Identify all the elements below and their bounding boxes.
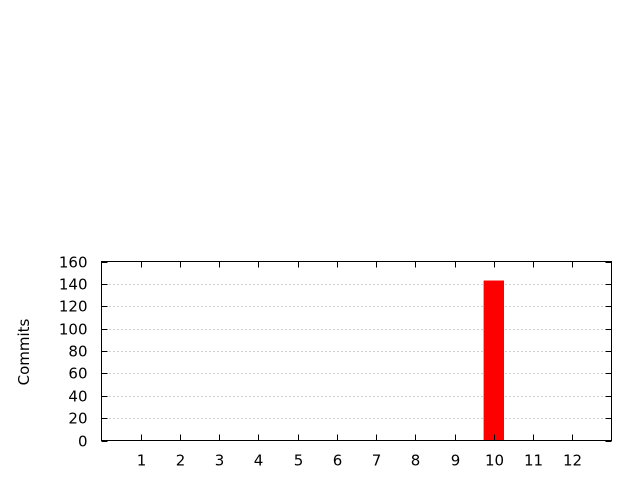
y-tick-label: 140: [59, 276, 88, 294]
y-tick-label: 160: [59, 254, 88, 272]
x-tick-label: 1: [137, 452, 147, 470]
x-tick-label: 3: [215, 452, 225, 470]
x-tick-label: 12: [563, 452, 582, 470]
plot-frame: [101, 261, 612, 441]
x-tick-label: 11: [524, 452, 543, 470]
x-tick-label: 5: [294, 452, 304, 470]
x-tick-label: 8: [411, 452, 421, 470]
y-tick-label: 100: [59, 321, 88, 339]
y-axis-label: Commits: [15, 318, 33, 385]
x-tick-label: 10: [485, 452, 504, 470]
axis-ticks: [101, 261, 612, 442]
y-tick-label: 0: [78, 433, 88, 451]
x-tick-label: 2: [176, 452, 186, 470]
grid-lines: [101, 284, 612, 419]
x-tick-label: 9: [451, 452, 461, 470]
y-tick-label: 60: [68, 365, 87, 383]
x-tick-label: 4: [254, 452, 264, 470]
y-tick-label: 120: [59, 298, 88, 316]
y-tick-label: 80: [68, 343, 87, 361]
x-tick-label: 7: [372, 452, 382, 470]
x-tick-labels: 1 2 3 4 5 6 7 8 9 10 11 12: [137, 452, 582, 470]
y-tick-label: 20: [68, 410, 87, 428]
y-tick-labels: 0 20 40 60 80 100 120 140 160: [59, 254, 88, 451]
bar-10: [483, 280, 505, 441]
y-tick-label: 40: [68, 388, 87, 406]
x-tick-label: 6: [333, 452, 343, 470]
bars: [483, 280, 505, 441]
